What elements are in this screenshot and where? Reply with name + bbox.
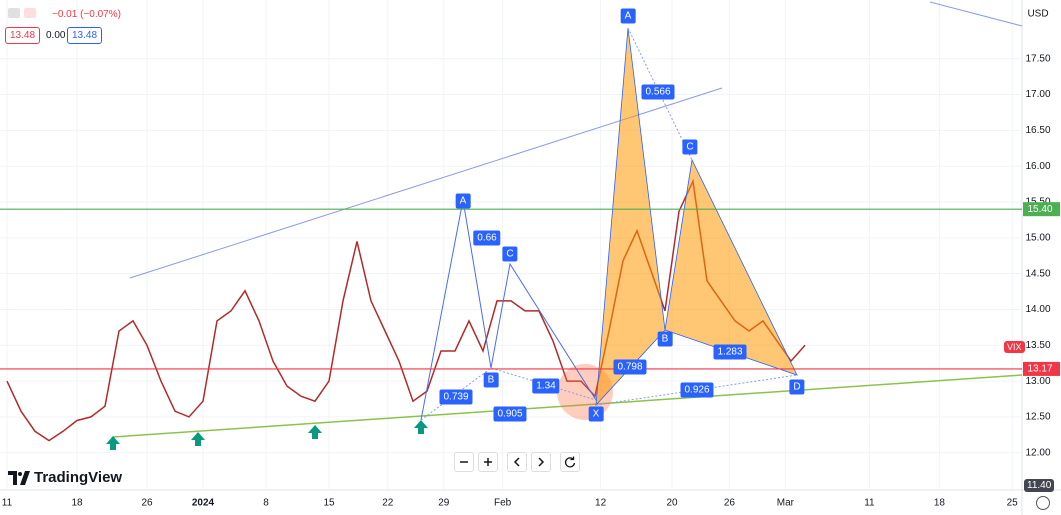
x-tick-label: Mar xyxy=(777,498,795,509)
pattern-leg xyxy=(420,199,597,421)
y-tick-label: 16.00 xyxy=(1025,161,1050,172)
y-tick-label: 14.00 xyxy=(1025,304,1050,315)
x-tick-label: Feb xyxy=(494,498,512,509)
icon xyxy=(460,461,468,463)
y-tick-label: 13.50 xyxy=(1025,340,1050,351)
brand-logo xyxy=(8,470,30,485)
scroll-left-button[interactable] xyxy=(507,452,527,472)
x-tick-label: 25 xyxy=(1007,498,1019,509)
low-price-label: 11.40 xyxy=(1024,479,1055,492)
support-line xyxy=(112,374,1023,438)
brand[interactable]: TradingView xyxy=(8,469,122,486)
up-arrow xyxy=(106,436,120,450)
pattern-ratio: 1.283 xyxy=(713,344,747,360)
pattern-ratio: 0.66 xyxy=(473,230,501,246)
symbol-label: VIX xyxy=(1004,341,1025,353)
pattern-point: D xyxy=(789,379,805,395)
symbol-icon xyxy=(24,8,36,18)
price-label-bg xyxy=(1023,361,1060,376)
x-tick-label: 20 xyxy=(666,498,678,509)
price-line xyxy=(6,178,806,442)
pattern-point: C xyxy=(502,246,518,262)
price-axis-bg xyxy=(1022,0,1061,515)
settings-button[interactable] xyxy=(1036,496,1050,510)
x-tick-label: 11 xyxy=(2,498,13,509)
x-tick-label: 29 xyxy=(438,498,450,509)
pattern-point: C xyxy=(682,139,698,155)
up-arrow xyxy=(308,425,322,439)
y-tick-label: 14.50 xyxy=(1025,268,1050,279)
reset-button[interactable] xyxy=(560,452,580,472)
ask[interactable]: 13.48 xyxy=(67,27,103,44)
up-arrow xyxy=(414,420,428,434)
spread: 0.00 xyxy=(46,30,66,41)
price-change: −0.01 (−0.07%) xyxy=(52,9,121,20)
y-tick-label: 12.50 xyxy=(1025,412,1050,423)
pattern-point: B xyxy=(483,372,499,388)
pattern-point: X xyxy=(588,406,604,422)
y-tick-label: 13.00 xyxy=(1025,376,1050,387)
icon xyxy=(538,457,545,467)
pattern-ratio: 0.566 xyxy=(641,84,675,100)
pattern-point: B xyxy=(657,331,673,347)
pattern-ratio: 0.926 xyxy=(680,382,714,398)
brand-name: TradingView xyxy=(34,469,123,486)
icon xyxy=(484,458,492,466)
pattern-ratio: 0.905 xyxy=(493,406,527,422)
x-tick-label: 18 xyxy=(71,498,83,509)
x-tick-label: 2024 xyxy=(192,498,215,509)
drawings xyxy=(112,1,1023,438)
zoom-in-button[interactable] xyxy=(478,452,498,472)
y-tick-label: 12.00 xyxy=(1025,447,1050,458)
y-tick-label: 17.00 xyxy=(1025,89,1050,100)
y-tick-label: 15.00 xyxy=(1025,232,1050,243)
x-tick-label: 12 xyxy=(595,498,607,509)
bid[interactable]: 13.48 xyxy=(5,27,41,44)
pattern-point: A xyxy=(620,8,636,24)
x-tick-label: 8 xyxy=(263,498,269,509)
up-arrow xyxy=(191,432,205,446)
x-tick-label: 26 xyxy=(141,498,153,509)
price-label-bg xyxy=(1023,202,1060,217)
pattern-point: A xyxy=(455,193,471,209)
trend-line xyxy=(929,1,1023,27)
symbol-icon xyxy=(8,8,20,18)
price-label: 13.17 xyxy=(1027,364,1052,375)
icon xyxy=(513,457,520,467)
x-tick-label: 18 xyxy=(934,498,946,509)
arrows xyxy=(106,420,428,450)
price-label: 15.40 xyxy=(1027,204,1052,215)
pattern-ratio: 1.34 xyxy=(532,378,560,394)
zoom-out-button[interactable] xyxy=(454,452,474,472)
pattern-ratio: 0.798 xyxy=(613,359,647,375)
x-tick-label: 11 xyxy=(864,498,875,509)
y-tick-label: 17.50 xyxy=(1025,53,1050,64)
x-tick-label: 15 xyxy=(323,498,335,509)
scroll-right-button[interactable] xyxy=(531,452,551,472)
x-tick-label: 26 xyxy=(724,498,736,509)
y-tick-label: 15.50 xyxy=(1025,197,1050,208)
y-tick-label: 16.50 xyxy=(1025,125,1050,136)
icon xyxy=(564,456,576,468)
pattern-ratio: 0.739 xyxy=(439,389,473,405)
pattern-wing xyxy=(664,158,798,376)
x-tick-label: 22 xyxy=(382,498,394,509)
currency: USD xyxy=(1027,9,1048,20)
